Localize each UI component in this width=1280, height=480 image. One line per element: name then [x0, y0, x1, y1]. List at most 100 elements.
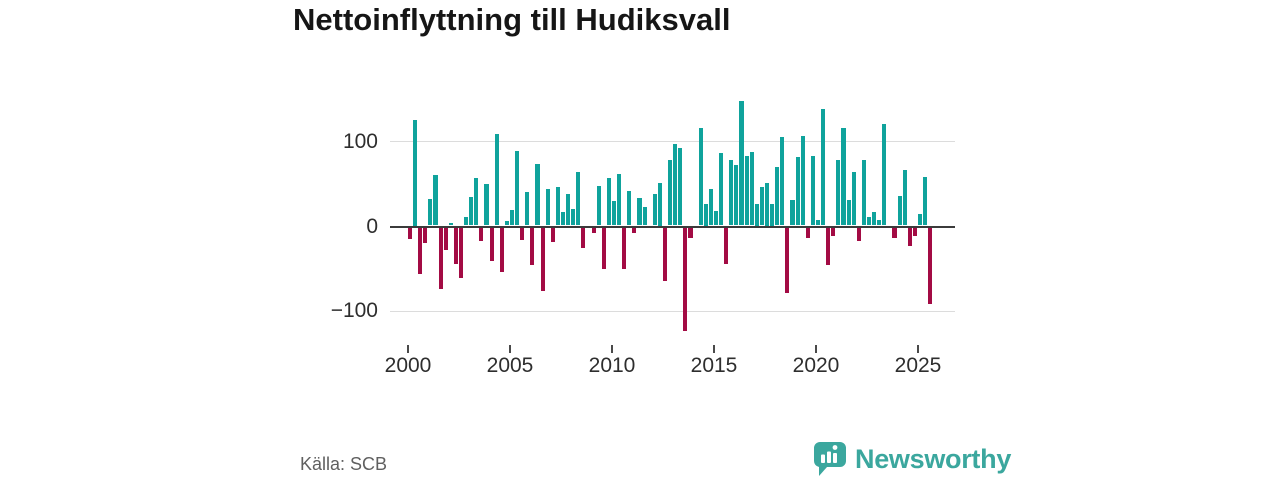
- bar: [846, 200, 851, 226]
- y-tick-label: −100: [330, 299, 378, 323]
- bar: [662, 227, 668, 281]
- bar: [770, 204, 775, 226]
- bar: [464, 217, 469, 226]
- x-tick-mark: [611, 345, 613, 353]
- bar: [724, 227, 729, 264]
- bar: [744, 156, 749, 226]
- bar: [504, 221, 509, 226]
- bar: [928, 227, 933, 304]
- bar: [912, 227, 917, 236]
- bar: [520, 227, 525, 241]
- bar: [469, 196, 474, 226]
- bar: [897, 195, 902, 226]
- bar: [907, 227, 912, 247]
- bar: [882, 123, 887, 226]
- bar: [428, 199, 433, 226]
- bar: [596, 185, 601, 226]
- y-tick-label: 0: [366, 214, 378, 238]
- bar: [433, 174, 438, 226]
- bar: [474, 178, 479, 226]
- gridline: [390, 310, 955, 312]
- bar: [591, 227, 596, 234]
- bar: [484, 183, 489, 226]
- x-tick-mark: [713, 345, 715, 353]
- bar: [566, 194, 571, 226]
- chart-title: Nettoinflyttning till Hudiksvall: [293, 2, 731, 37]
- bar: [892, 227, 897, 238]
- bar: [673, 144, 678, 226]
- y-tick-label: 100: [342, 129, 378, 153]
- bar: [877, 220, 882, 226]
- bar: [606, 178, 611, 226]
- newsworthy-logo: Newsworthy: [813, 441, 1011, 478]
- bar: [764, 183, 770, 226]
- x-tick-mark: [815, 345, 817, 353]
- bar: [545, 189, 550, 226]
- bar: [438, 227, 443, 290]
- bar: [571, 208, 576, 226]
- bar: [688, 227, 693, 238]
- bar: [413, 119, 418, 226]
- bar: [637, 198, 642, 226]
- bar: [861, 160, 866, 226]
- bar: [810, 156, 815, 226]
- x-tick-mark: [917, 345, 919, 353]
- newsworthy-wordmark: Newsworthy: [855, 444, 1012, 474]
- bar: [540, 227, 545, 292]
- bar: [632, 227, 637, 233]
- bar: [652, 194, 657, 226]
- x-tick-label: 2005: [486, 354, 534, 377]
- bar: [479, 227, 484, 242]
- bar: [407, 227, 413, 240]
- bar: [601, 227, 606, 270]
- bar: [611, 200, 617, 226]
- bar: [535, 163, 540, 226]
- bar: [703, 204, 708, 226]
- bar: [443, 227, 448, 250]
- bar: [550, 227, 555, 242]
- bar: [581, 227, 586, 248]
- bar: [917, 213, 923, 226]
- bar: [805, 227, 810, 238]
- bar: [754, 204, 759, 226]
- bar: [795, 156, 800, 226]
- bar: [530, 227, 535, 265]
- bar: [657, 183, 662, 226]
- bar: [515, 150, 520, 226]
- bar: [448, 222, 453, 226]
- bar: [560, 211, 566, 226]
- bar: [866, 217, 872, 226]
- bar: [494, 133, 499, 226]
- bar: [489, 227, 494, 262]
- bar: [775, 167, 780, 226]
- bar: [815, 220, 821, 226]
- x-tick-label: 2010: [588, 354, 636, 377]
- bar: [831, 227, 836, 236]
- bar: [576, 172, 581, 226]
- bar: [499, 227, 504, 273]
- bar: [627, 190, 632, 226]
- bar: [841, 128, 846, 226]
- bar: [872, 211, 877, 226]
- bar: [642, 206, 647, 226]
- x-tick-label: 2015: [690, 354, 738, 377]
- bar: [423, 227, 428, 243]
- bar: [923, 177, 928, 226]
- x-tick-label: 2025: [894, 354, 942, 377]
- bar: [708, 189, 713, 226]
- bar: [749, 151, 754, 226]
- bar: [759, 187, 764, 226]
- bar: [902, 170, 907, 226]
- bar: [509, 210, 515, 226]
- bar: [780, 136, 785, 226]
- bar: [525, 192, 530, 226]
- source-label: Källa: SCB: [300, 454, 388, 474]
- bar: [800, 135, 805, 226]
- bar: [458, 227, 464, 278]
- bar: [739, 100, 744, 226]
- bar: [785, 227, 790, 293]
- bar: [719, 152, 724, 226]
- bar: [683, 227, 688, 331]
- bar: [418, 227, 423, 275]
